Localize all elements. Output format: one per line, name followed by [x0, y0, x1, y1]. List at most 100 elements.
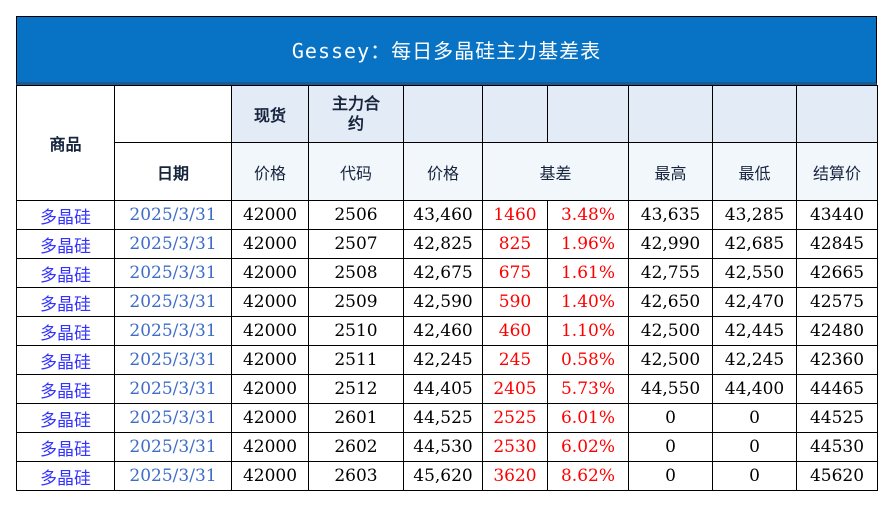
futures-price-cell: 42,245 — [403, 345, 483, 375]
basis-table-sheet: Gessey：每日多晶硅主力基差表 商品 现货 主力合约 日期 — [16, 16, 878, 491]
high-cell: 42,755 — [628, 258, 713, 288]
high-cell: 42,500 — [628, 316, 713, 346]
product-cell: 多晶硅 — [16, 432, 115, 462]
settlement-cell: 44530 — [796, 432, 878, 462]
high-cell: 43,635 — [628, 200, 713, 230]
futures-price-cell: 45,620 — [403, 461, 483, 491]
futures-price-cell: 42,590 — [403, 287, 483, 317]
date-cell: 2025/3/31 — [114, 229, 232, 259]
header-band-cell — [403, 85, 483, 143]
header-basis: 基差 — [482, 142, 629, 201]
date-cell: 2025/3/31 — [114, 461, 232, 491]
high-cell: 0 — [628, 461, 713, 491]
basis-percent-cell: 3.48% — [547, 200, 629, 230]
basis-value-cell: 2530 — [482, 432, 548, 462]
table-title: Gessey：每日多晶硅主力基差表 — [291, 39, 602, 63]
basis-percent-cell: 1.40% — [547, 287, 629, 317]
table-row: 多晶硅 2025/3/31 42000 2601 44,525 2525 6.0… — [16, 403, 878, 433]
basis-percent-cell: 8.62% — [547, 461, 629, 491]
header-blank-cell — [114, 85, 232, 143]
header-band-cell — [796, 85, 878, 143]
date-cell: 2025/3/31 — [114, 432, 232, 462]
basis-percent-cell: 5.73% — [547, 374, 629, 404]
spot-price-cell: 42000 — [231, 403, 309, 433]
basis-value-cell: 825 — [482, 229, 548, 259]
settlement-cell: 44525 — [796, 403, 878, 433]
contract-code-cell: 2508 — [308, 258, 404, 288]
low-cell: 42,245 — [712, 345, 797, 375]
settlement-cell: 42665 — [796, 258, 878, 288]
settlement-cell: 43440 — [796, 200, 878, 230]
product-cell: 多晶硅 — [16, 374, 115, 404]
product-cell: 多晶硅 — [16, 229, 115, 259]
low-cell: 42,550 — [712, 258, 797, 288]
basis-value-cell: 3620 — [482, 461, 548, 491]
basis-percent-cell: 1.10% — [547, 316, 629, 346]
settlement-cell: 44465 — [796, 374, 878, 404]
table-row: 多晶硅 2025/3/31 42000 2510 42,460 460 1.10… — [16, 316, 878, 346]
basis-percent-cell: 1.96% — [547, 229, 629, 259]
settlement-cell: 45620 — [796, 461, 878, 491]
contract-code-cell: 2506 — [308, 200, 404, 230]
date-cell: 2025/3/31 — [114, 200, 232, 230]
header-date: 日期 — [114, 142, 232, 201]
spot-price-cell: 42000 — [231, 461, 309, 491]
header-band-cell — [547, 85, 629, 143]
table-row: 多晶硅 2025/3/31 42000 2602 44,530 2530 6.0… — [16, 432, 878, 462]
header-settlement: 结算价 — [796, 142, 878, 201]
product-cell: 多晶硅 — [16, 403, 115, 433]
low-cell: 44,400 — [712, 374, 797, 404]
spot-price-cell: 42000 — [231, 374, 309, 404]
high-cell: 0 — [628, 403, 713, 433]
basis-value-cell: 245 — [482, 345, 548, 375]
settlement-cell: 42480 — [796, 316, 878, 346]
basis-value-cell: 460 — [482, 316, 548, 346]
table-row: 多晶硅 2025/3/31 42000 2507 42,825 825 1.96… — [16, 229, 878, 259]
header-code: 代码 — [308, 142, 404, 201]
basis-value-cell: 2405 — [482, 374, 548, 404]
contract-code-cell: 2603 — [308, 461, 404, 491]
futures-price-cell: 42,675 — [403, 258, 483, 288]
settlement-cell: 42575 — [796, 287, 878, 317]
header-band-cell — [628, 85, 713, 143]
header-spot: 现货 — [231, 85, 309, 143]
futures-price-cell: 43,460 — [403, 200, 483, 230]
contract-code-cell: 2602 — [308, 432, 404, 462]
product-cell: 多晶硅 — [16, 200, 115, 230]
contract-code-cell: 2601 — [308, 403, 404, 433]
futures-price-cell: 44,405 — [403, 374, 483, 404]
contract-code-cell: 2511 — [308, 345, 404, 375]
spot-price-cell: 42000 — [231, 316, 309, 346]
table-row: 多晶硅 2025/3/31 42000 2512 44,405 2405 5.7… — [16, 374, 878, 404]
futures-price-cell: 42,825 — [403, 229, 483, 259]
settlement-cell: 42845 — [796, 229, 878, 259]
table-body: 商品 现货 主力合约 日期 价格 代码 价格 基差 最高 最低 结算价 — [16, 85, 878, 491]
header-row-2: 日期 价格 代码 价格 基差 最高 最低 结算价 — [17, 142, 878, 201]
low-cell: 0 — [712, 432, 797, 462]
header-spot-price: 价格 — [231, 142, 309, 201]
low-cell: 42,685 — [712, 229, 797, 259]
table-row: 多晶硅 2025/3/31 42000 2508 42,675 675 1.61… — [16, 258, 878, 288]
low-cell: 0 — [712, 403, 797, 433]
header-band-cell — [482, 85, 548, 143]
high-cell: 42,990 — [628, 229, 713, 259]
spot-price-cell: 42000 — [231, 287, 309, 317]
product-cell: 多晶硅 — [16, 461, 115, 491]
settlement-cell: 42360 — [796, 345, 878, 375]
table-row: 多晶硅 2025/3/31 42000 2509 42,590 590 1.40… — [16, 287, 878, 317]
table-row: 多晶硅 2025/3/31 42000 2506 43,460 1460 3.4… — [16, 200, 878, 230]
date-cell: 2025/3/31 — [114, 287, 232, 317]
product-cell: 多晶硅 — [16, 345, 115, 375]
header-low: 最低 — [712, 142, 797, 201]
contract-code-cell: 2510 — [308, 316, 404, 346]
header-main-contract: 主力合约 — [308, 85, 404, 143]
basis-percent-cell: 0.58% — [547, 345, 629, 375]
header-row-1: 商品 现货 主力合约 — [16, 85, 878, 201]
basis-value-cell: 590 — [482, 287, 548, 317]
basis-value-cell: 675 — [482, 258, 548, 288]
date-cell: 2025/3/31 — [114, 345, 232, 375]
basis-value-cell: 1460 — [482, 200, 548, 230]
date-cell: 2025/3/31 — [114, 403, 232, 433]
basis-table: 商品 现货 主力合约 日期 价格 代码 价格 基差 最高 最低 结算价 — [16, 85, 878, 491]
low-cell: 42,470 — [712, 287, 797, 317]
